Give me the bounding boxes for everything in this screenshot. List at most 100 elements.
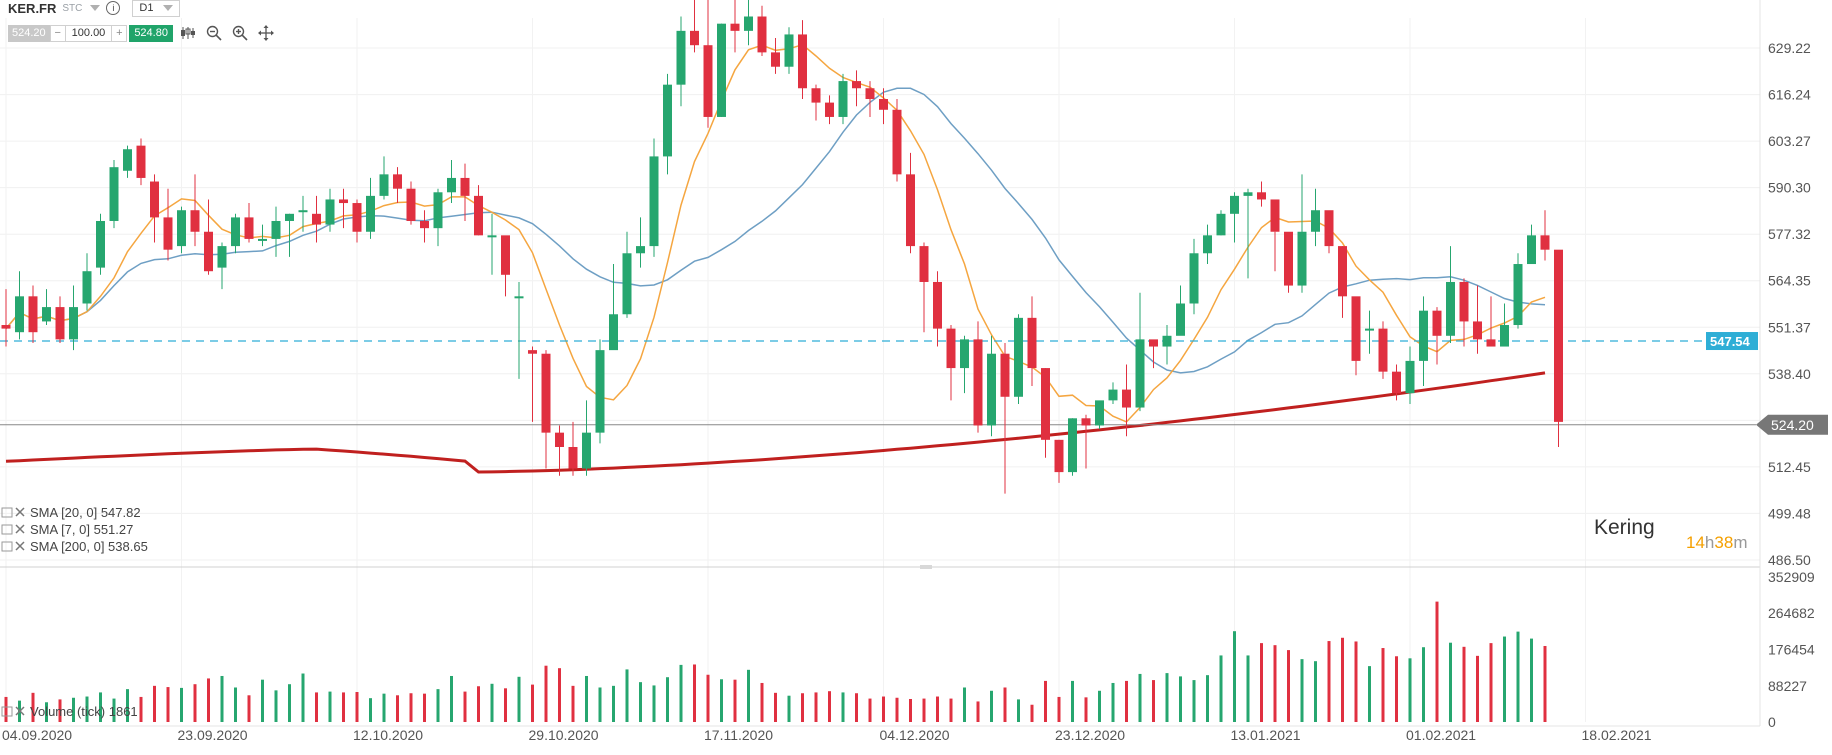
candle-body [339,199,348,204]
volume-bar [652,685,656,722]
candle-body [379,174,389,196]
candle-body [298,210,308,213]
volume-bar [1530,638,1533,722]
candle-body [258,238,267,241]
volume-bar [598,687,602,722]
volume-bar [1219,655,1223,722]
volume-bar [1476,655,1479,722]
zoom-in-icon[interactable] [229,24,251,42]
volume-bar [1260,643,1263,722]
candle-body [987,353,996,426]
sell-price-button[interactable]: 524.20 [8,24,50,42]
pan-move-icon[interactable] [255,24,277,42]
candle-body [69,307,78,340]
candle-body [1081,418,1091,426]
volume-bar [1341,637,1344,722]
countdown-part: 38 [1714,533,1733,552]
volume-bar [990,690,993,722]
volume-bar [517,676,521,722]
volume-tick-label: 176454 [1768,642,1815,658]
volume-bar [99,692,102,722]
volume-bar [679,664,683,722]
indicator-legend-row[interactable]: SMA [20, 0] 547.82 [1,505,141,520]
candle-body [1,325,11,329]
candle-body [973,339,983,426]
quantity-increase-button[interactable]: + [111,24,128,42]
candle-body [1000,353,1010,397]
candle-body [1351,296,1361,361]
volume-bar [1044,680,1047,722]
candle-body [568,446,578,469]
countdown-part: 14 [1686,533,1705,552]
candle-body [271,220,281,239]
candle-body [55,307,65,340]
date-tick-label: 01.02.2021 [1406,727,1476,743]
zoom-out-icon[interactable] [203,24,225,42]
candlestick-type-icon[interactable] [177,24,199,42]
candle-body [622,253,632,315]
candle-body [730,23,740,31]
candle-body [1270,199,1280,232]
info-icon[interactable]: i [106,1,121,15]
volume-bar [342,692,345,722]
quantity-input[interactable]: 100.00 [65,24,112,42]
candle-body [366,195,375,232]
dashed-level-value: 547.54 [1710,334,1751,349]
timeframe-select[interactable]: D1 [132,0,181,17]
volume-bar [841,692,845,722]
volume-bar [1368,666,1371,722]
current-price-value: 524.20 [1771,417,1814,433]
price-tick-label: 512.45 [1768,459,1811,475]
volume-bar [1462,646,1466,722]
candle-body [811,88,821,103]
volume-bar [1449,642,1452,722]
volume-bar [423,693,426,722]
indicator-remove-icon [15,541,25,551]
volume-tick-label: 264682 [1768,605,1815,621]
volume-bar [855,693,858,722]
candle-body [474,195,483,236]
volume-bar [1435,601,1439,722]
volume-tick-label: 88227 [1768,678,1807,694]
volume-bar [976,701,980,722]
volume-bar [1381,648,1385,722]
timeframe-value: D1 [139,1,154,14]
volume-bar [1003,687,1007,722]
volume-bar [220,675,224,722]
timeframe-caret-icon [163,5,174,11]
date-tick-label: 13.01.2021 [1231,727,1301,743]
volume-bar [774,692,777,722]
candle-body [1486,339,1496,347]
volume-remove-icon [15,706,25,716]
volume-bar [1125,680,1128,722]
instrument-type: STC [62,2,83,14]
buy-price-button[interactable]: 524.80 [129,24,173,42]
indicator-settings-icon [1,507,13,518]
indicator-legend-row[interactable]: SMA [7, 0] 551.27 [1,522,133,537]
candle-body [501,235,510,275]
volume-bar [301,673,305,722]
candle-body [919,246,929,282]
volume-bar [1300,659,1304,722]
indicator-legend-row[interactable]: SMA [200, 0] 538.65 [1,539,148,554]
countdown-part: m [1733,533,1747,552]
volume-bar [693,664,696,722]
volume-bar [1246,655,1250,722]
candle-body [798,34,807,89]
candle-body [217,246,227,268]
candle-body [352,203,362,232]
volume-tick-label: 0 [1768,714,1776,730]
candle-body [150,181,159,218]
symbol-dropdown-caret-icon[interactable] [90,5,101,11]
volume-bar [828,691,831,722]
candle-body [784,34,794,67]
quantity-decrease-button[interactable]: − [49,24,66,42]
symbol-label[interactable]: KER.FR [8,0,57,16]
dashed-level-marker [1706,332,1758,351]
candle-body [1230,195,1239,214]
candle-body [1432,310,1442,336]
candle-body [946,328,956,369]
volume-bar [868,698,872,722]
indicator-label: SMA [200, 0] 538.65 [30,539,148,554]
